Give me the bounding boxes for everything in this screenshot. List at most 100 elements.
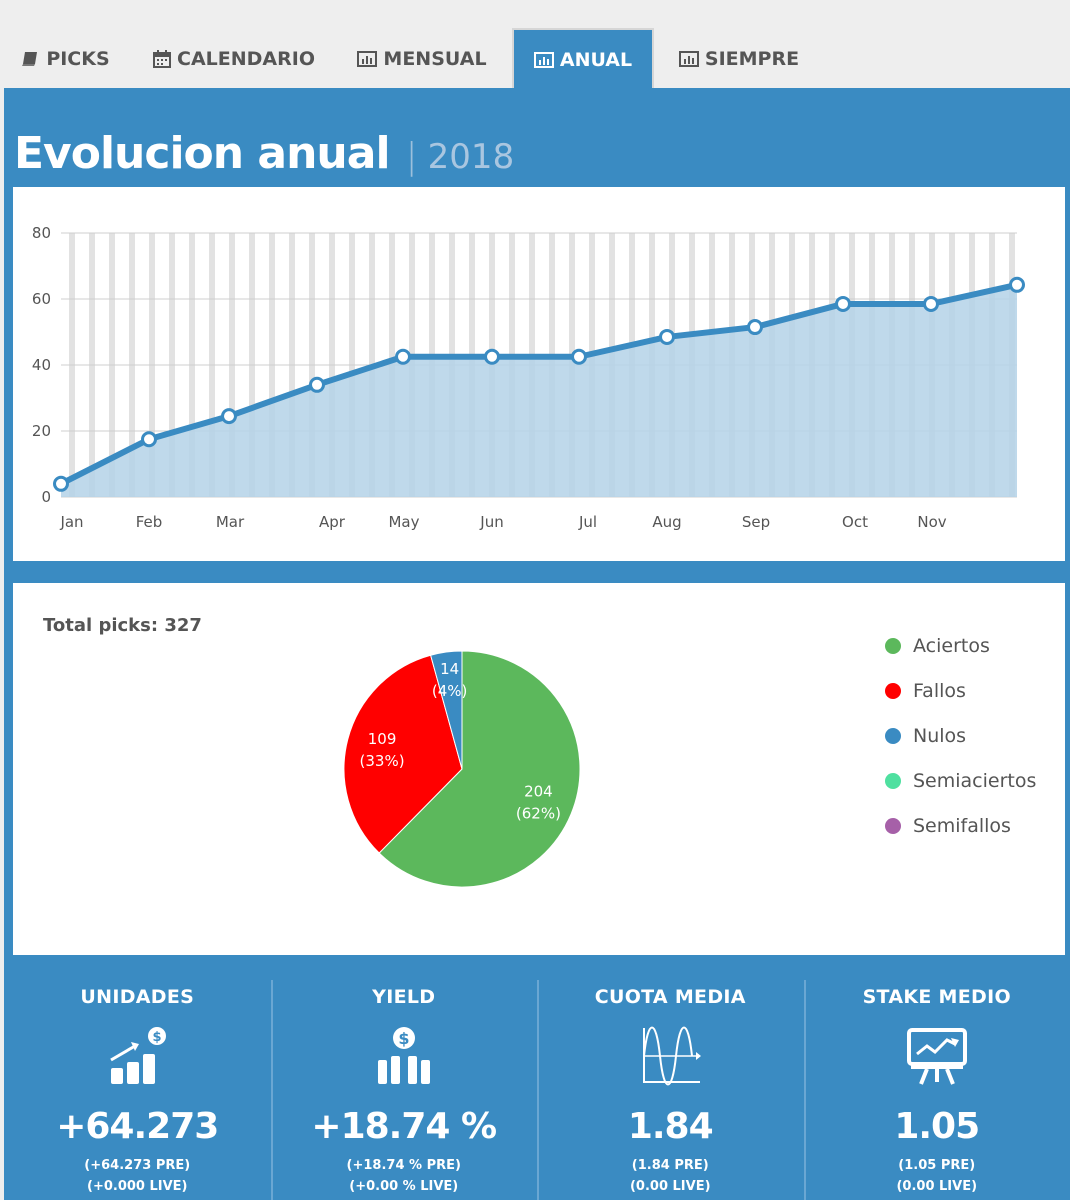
evolution-chart[interactable]: 0 20 40 60 80 Jan Feb Mar Apr May Jun Jul Aug Sep Oct… (13, 187, 1065, 561)
stat-value: +64.273 (56, 1106, 219, 1147)
stat-live: (+0.000 LIVE) (87, 1179, 188, 1194)
stat-pre: (+64.273 PRE) (84, 1158, 191, 1173)
tab-picks[interactable]: PICKS (10, 28, 122, 90)
x-tick-label: Nov (917, 513, 946, 531)
data-point[interactable] (221, 408, 237, 425)
money-growth-icon: $ (4, 1016, 271, 1096)
data-point[interactable] (1009, 276, 1025, 293)
tab-siempre[interactable]: SIEMPRE (670, 28, 808, 90)
main-panel: Evolucion anual | 2018 0 20 40 60 80 Jan Feb M… (4, 88, 1070, 1200)
data-point[interactable] (923, 295, 939, 312)
legend-dot (885, 682, 901, 699)
y-tick-label: 40 (32, 356, 51, 374)
stat-value: 1.84 (627, 1106, 714, 1147)
x-tick-label: Jan (59, 513, 83, 531)
book-icon (22, 51, 40, 67)
data-point[interactable] (835, 295, 851, 312)
pie-slice-nulos[interactable] (430, 650, 463, 770)
stat-yield: YIELD $ +18.74 % (+18.74 % PRE) (+0.00 %… (270, 968, 538, 1200)
x-tick-label: May (388, 513, 419, 531)
pie-pct-label: (4%) (432, 682, 468, 700)
bar-chart-icon (357, 51, 378, 67)
stat-unidades: UNIDADES $ +64.273 (+64.273 PRE) (+0.000… (4, 968, 271, 1200)
legend-item-aciertos[interactable]: Aciertos (885, 623, 1036, 668)
bar-chart-icon (533, 52, 554, 68)
tab-label: PICKS (46, 48, 110, 70)
stat-live: (0.00 LIVE) (629, 1179, 711, 1194)
stat-detail: (1.84 PRE) (0.00 LIVE) (537, 1155, 804, 1197)
bar-chart-icon (678, 51, 699, 67)
title-separator: | (405, 136, 418, 177)
x-tick-label: Jun (479, 513, 503, 531)
legend-item-semiaciertos[interactable]: Semiaciertos (885, 758, 1036, 803)
stat-value: 1.05 (894, 1106, 980, 1147)
legend-item-fallos[interactable]: Fallos (885, 668, 1036, 713)
stat-title: YIELD (372, 986, 436, 1008)
data-point[interactable] (484, 348, 500, 365)
data-point[interactable] (747, 319, 763, 336)
x-tick-label: Aug (652, 513, 681, 531)
stat-detail: (+64.273 PRE) (+0.000 LIVE) (4, 1155, 271, 1197)
legend-dot (885, 817, 901, 834)
pie-pct-label: (33%) (360, 752, 405, 770)
money-bars-icon: $ (271, 1016, 538, 1096)
pie-legend: Aciertos Fallos Nulos Semiaciertos Semif… (885, 623, 1036, 848)
presentation-board-icon (804, 1016, 1070, 1096)
svg-text:$: $ (398, 1029, 409, 1048)
stat-title: STAKE MEDIO (862, 986, 1011, 1008)
legend-item-semifallos[interactable]: Semifallos (885, 803, 1036, 848)
legend-label: Aciertos (913, 634, 990, 657)
stat-value: +18.74 % (311, 1106, 497, 1147)
legend-dot (885, 637, 901, 654)
data-point[interactable] (659, 328, 675, 345)
pie-slice-aciertos[interactable] (378, 650, 581, 888)
stat-stake-medio: STAKE MEDIO 1.05 (1.05 PRE) (0.00 LIVE) (803, 968, 1070, 1200)
tab-bar: PICKS CALENDARIO MENSUAL ANUAL SIEMPRE (0, 0, 1070, 90)
results-pie-chart[interactable]: 204 (62%) 109 (33%) 14 (4%) (13, 583, 1065, 955)
stat-detail: (+18.74 % PRE) (+0.00 % LIVE) (271, 1155, 538, 1197)
x-tick-label: Feb (136, 513, 163, 531)
legend-item-nulos[interactable]: Nulos (885, 713, 1036, 758)
calendar-icon (153, 50, 172, 68)
tab-label: SIEMPRE (704, 48, 800, 70)
pie-chart-card: Total picks: 327 204 (62%) 109 (33%) 14 (4%) … (13, 583, 1065, 955)
stat-title: CUOTA MEDIA (594, 986, 746, 1008)
tab-label: ANUAL (559, 49, 633, 71)
svg-text:$: $ (153, 1030, 162, 1045)
y-tick-label: 60 (32, 290, 51, 308)
stat-live: (0.00 LIVE) (896, 1179, 978, 1194)
data-point[interactable] (571, 348, 587, 365)
x-tick-label: Jul (578, 513, 597, 531)
data-point[interactable] (141, 431, 157, 448)
legend-label: Fallos (913, 679, 966, 702)
data-point[interactable] (309, 376, 325, 393)
x-tick-label: Oct (842, 513, 868, 531)
tab-mensual[interactable]: MENSUAL (346, 28, 498, 90)
y-tick-label: 0 (41, 488, 51, 506)
pie-value-label: 14 (440, 660, 459, 678)
tab-label: MENSUAL (383, 48, 487, 70)
tab-calendario[interactable]: CALENDARIO (148, 28, 320, 90)
pie-pct-label: (62%) (516, 804, 561, 822)
page-title: Evolucion anual (14, 128, 391, 179)
pie-slice-fallos[interactable] (343, 654, 463, 854)
tab-label: CALENDARIO (177, 48, 315, 70)
legend-dot (885, 772, 901, 789)
legend-label: Nulos (913, 724, 967, 747)
page-header: Evolucion anual | 2018 (14, 128, 514, 179)
data-point[interactable] (53, 475, 69, 492)
chart-area (61, 284, 1017, 497)
chart-line (59, 281, 1018, 487)
legend-label: Semifallos (913, 814, 1011, 837)
y-tick-label: 80 (32, 224, 51, 242)
stats-row: UNIDADES $ +64.273 (+64.273 PRE) (+0.000… (4, 968, 1070, 1200)
y-tick-label: 20 (32, 422, 51, 440)
tab-anual[interactable]: ANUAL (512, 28, 654, 90)
data-point[interactable] (395, 348, 411, 365)
stat-pre: (+18.74 % PRE) (346, 1158, 461, 1173)
stat-cuota-media: CUOTA MEDIA 1.84 (1.84 PRE) (0.00 LIVE) (537, 968, 804, 1200)
total-picks: Total picks: 327 (43, 615, 202, 636)
legend-label: Semiaciertos (913, 769, 1037, 792)
stat-title: UNIDADES (80, 986, 195, 1008)
x-tick-label: Apr (319, 513, 346, 531)
